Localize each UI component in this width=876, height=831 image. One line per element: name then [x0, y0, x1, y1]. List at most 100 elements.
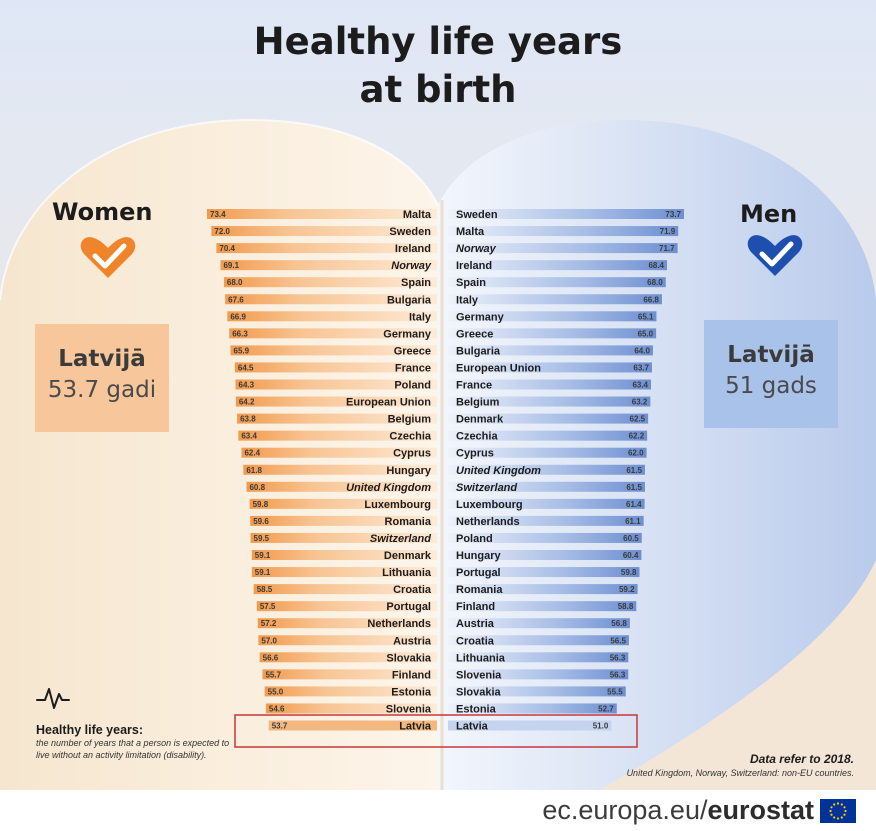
- men-bar-romania: [448, 584, 638, 595]
- women-bar-united-kingdom: [246, 481, 437, 492]
- men-bar-greece: [448, 328, 657, 339]
- men-value-netherlands: 61.1: [625, 517, 641, 526]
- women-value-united-kingdom: 60.8: [249, 483, 265, 492]
- men-value-poland: 60.5: [623, 534, 639, 543]
- women-value-germany: 66.3: [232, 329, 248, 338]
- men-bar-czechia: [448, 430, 648, 441]
- latvia-highlight-box: [234, 714, 638, 748]
- women-value-netherlands: 57.2: [261, 619, 277, 628]
- title-line-1: Healthy life years: [253, 20, 623, 63]
- men-value-ireland: 68.4: [648, 261, 664, 270]
- women-value-slovakia: 56.6: [263, 653, 279, 662]
- women-latvia-box: Latvijā 53.7 gadi: [35, 324, 169, 432]
- men-value-greece: 65.0: [638, 329, 654, 338]
- women-label-belgium: Belgium: [388, 414, 432, 426]
- women-label-croatia: Croatia: [393, 584, 432, 596]
- men-bar-belgium: [448, 396, 651, 407]
- page-title: Healthy life years at birth: [0, 18, 876, 114]
- men-label-hungary: Hungary: [456, 550, 502, 562]
- women-value-romania: 59.6: [253, 517, 269, 526]
- men-value-slovenia: 56.3: [610, 670, 626, 679]
- women-label-bulgaria: Bulgaria: [387, 294, 432, 306]
- men-value-slovakia: 55.5: [607, 687, 623, 696]
- women-value-austria: 57.0: [261, 636, 277, 645]
- men-label-slovakia: Slovakia: [456, 686, 502, 698]
- women-label-poland: Poland: [394, 380, 431, 392]
- women-value-greece: 65.9: [234, 346, 250, 355]
- women-label-slovenia: Slovenia: [386, 703, 432, 715]
- women-bar-slovenia: [265, 703, 437, 714]
- women-bar-ireland: [216, 243, 437, 254]
- women-bar-croatia: [253, 584, 437, 595]
- men-value-sweden: 73.7: [665, 210, 681, 219]
- men-label-malta: Malta: [456, 226, 485, 238]
- women-bar-greece: [230, 345, 437, 356]
- women-value-belgium: 63.8: [240, 415, 256, 424]
- women-value-estonia: 55.0: [268, 687, 284, 696]
- women-label-hungary: Hungary: [386, 465, 432, 477]
- men-bar-bulgaria: [448, 345, 653, 356]
- women-bar-malta: [207, 209, 437, 219]
- women-value-france: 64.5: [238, 363, 254, 372]
- men-heading: Men: [740, 200, 798, 228]
- women-bar-european-union: [235, 396, 437, 407]
- men-value-switzerland: 61.5: [626, 483, 642, 492]
- women-bar-estonia: [264, 686, 437, 697]
- men-label-netherlands: Netherlands: [456, 516, 520, 528]
- women-value-croatia: 58.5: [257, 585, 273, 594]
- men-value-finland: 58.8: [618, 602, 634, 611]
- men-bar-luxembourg: [448, 498, 645, 509]
- women-value-bulgaria: 67.6: [228, 295, 244, 304]
- women-bar-finland: [262, 669, 437, 680]
- men-bar-france: [448, 379, 652, 390]
- note-text: the number of years that a person is exp…: [36, 738, 230, 760]
- men-value-spain: 68.0: [647, 278, 663, 287]
- data-reference-title: Data refer to 2018.: [749, 752, 854, 766]
- men-label-greece: Greece: [456, 328, 493, 340]
- men-value-malta: 71.9: [660, 227, 676, 236]
- data-reference-note: United Kingdom, Norway, Switzerland: non…: [626, 768, 854, 778]
- men-label-italy: Italy: [456, 294, 479, 306]
- women-value-malta: 73.4: [210, 210, 226, 219]
- men-label-denmark: Denmark: [456, 414, 504, 426]
- men-value-luxembourg: 61.4: [626, 500, 642, 509]
- men-label-belgium: Belgium: [456, 397, 500, 409]
- women-bar-romania: [250, 515, 437, 526]
- men-label-lithuania: Lithuania: [456, 652, 506, 664]
- women-label-czechia: Czechia: [389, 431, 431, 443]
- men-bar-germany: [448, 311, 657, 322]
- women-bar-latvia: [268, 720, 437, 731]
- men-value-hungary: 60.4: [623, 551, 639, 560]
- men-value-czechia: 62.2: [629, 432, 645, 441]
- men-bar-portugal: [448, 567, 640, 578]
- men-value-lithuania: 56.3: [610, 653, 626, 662]
- men-bar-netherlands: [448, 515, 644, 526]
- women-bar-italy: [227, 311, 437, 322]
- women-value-finland: 55.7: [265, 670, 281, 679]
- men-bar-united-kingdom: [448, 464, 645, 475]
- url-prefix: ec.europa.eu/: [542, 795, 708, 825]
- heartbeat-pulse-icon: [36, 688, 70, 709]
- women-value-latvia: 53.7: [272, 722, 288, 731]
- women-label-finland: Finland: [392, 669, 431, 681]
- men-value-germany: 65.1: [638, 312, 654, 321]
- women-bar-luxembourg: [249, 498, 437, 509]
- men-label-czechia: Czechia: [456, 431, 498, 443]
- women-heading: Women: [52, 198, 153, 226]
- women-label-sweden: Sweden: [389, 226, 431, 238]
- women-bar-germany: [229, 328, 437, 339]
- women-value-ireland: 70.4: [219, 244, 235, 253]
- men-label-germany: Germany: [456, 311, 505, 323]
- women-bars: 73.4 Malta 72.0 Sweden 70.4 Ireland 69.1 Norway…: [207, 209, 437, 733]
- men-label-france: France: [456, 380, 492, 392]
- men-label-bulgaria: Bulgaria: [456, 345, 501, 357]
- men-label-luxembourg: Luxembourg: [456, 499, 523, 511]
- men-bar-hungary: [448, 550, 642, 560]
- women-bar-sweden: [211, 226, 437, 237]
- men-bar-lithuania: [448, 652, 629, 663]
- men-latvia-label: Latvijā: [727, 342, 815, 368]
- men-bar-spain: [448, 277, 666, 288]
- women-label-austria: Austria: [393, 635, 432, 647]
- source-url[interactable]: ec.europa.eu/eurostat: [542, 792, 814, 828]
- women-bar-czechia: [238, 430, 437, 441]
